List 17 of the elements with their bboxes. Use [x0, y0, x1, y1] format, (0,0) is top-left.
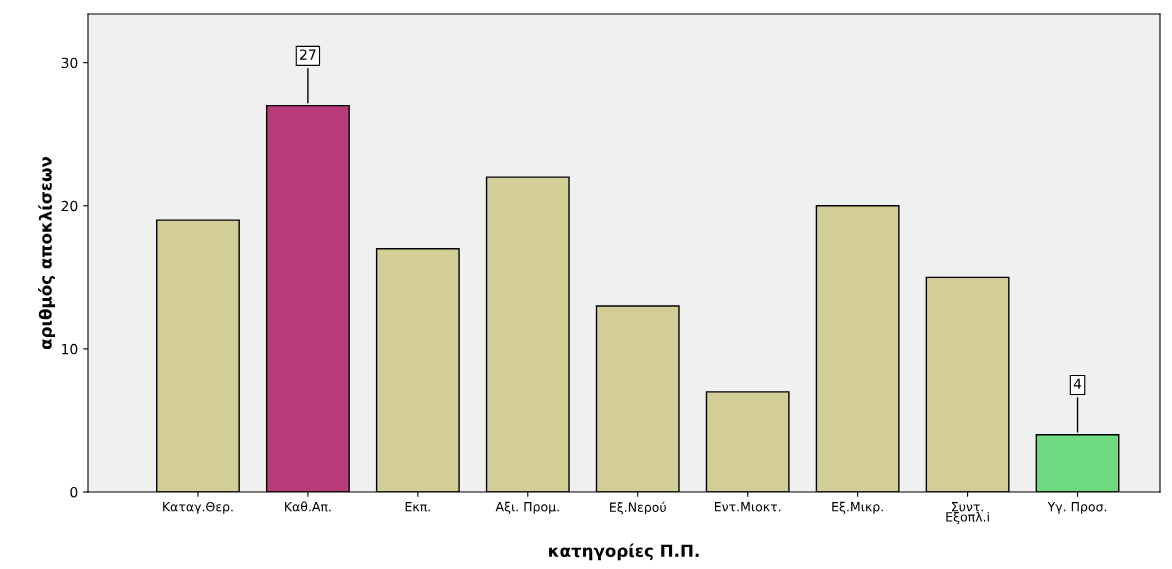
x-tick-label: Καταγ.Θερ.: [163, 501, 233, 514]
y-tick-label: 10: [62, 343, 78, 355]
data-label: 27: [300, 49, 316, 60]
x-tick-label: Αξι. Προμ.: [495, 501, 559, 514]
x-tick-label: Εξ.Μικρ.: [832, 501, 883, 514]
y-axis-title: αριθμός αποκλίσεων: [38, 156, 56, 350]
y-tick-label: 20: [61, 200, 78, 212]
y-tick-label: 30: [61, 57, 78, 69]
y-tick-label: 0: [70, 486, 78, 498]
x-axis-title: κατηγορίες Π.Π.: [549, 543, 699, 561]
data-label: 4: [1073, 378, 1082, 389]
x-tick-label: Εντ.Μιοκτ.: [714, 502, 781, 512]
x-tick-label: Υγ. Προσ.: [1047, 502, 1107, 514]
x-tick-label: Εκπ.: [405, 502, 430, 512]
x-tick-label: Εξ.Νερού: [610, 501, 666, 515]
x-tick-label: Συντ. Εξοπλ.i: [946, 502, 989, 525]
x-tick-label: Καθ.Απ.: [285, 501, 331, 512]
